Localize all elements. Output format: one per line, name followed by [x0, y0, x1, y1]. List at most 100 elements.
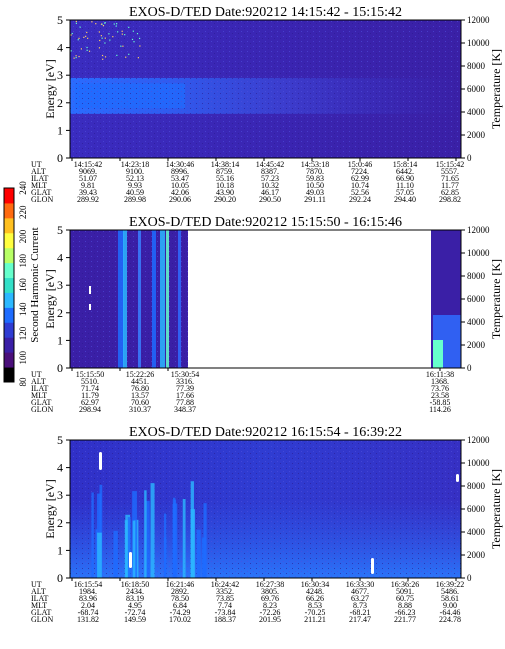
colorbar-segment: [4, 292, 14, 308]
orbit-cell: 6.84: [173, 601, 187, 610]
orbit-cell: 4677.: [351, 587, 369, 596]
colorbar-segment: [4, 337, 14, 353]
orbit-cell: 9.93: [128, 181, 142, 190]
speckle: [87, 37, 89, 39]
orbit-cell: 10.50: [306, 181, 324, 190]
orbit-cell: 290.06: [169, 195, 191, 204]
orbit-row-label: ILAT: [31, 174, 48, 183]
colorbar-segment: [4, 277, 14, 293]
orbit-cell: 5557.: [441, 167, 459, 176]
orbit-cell: 62.97: [81, 398, 99, 407]
y2-tick-label: 4000: [467, 317, 486, 327]
orbit-row-label: MLT: [31, 391, 47, 400]
data-gap-mark: [456, 474, 459, 482]
orbit-cell: 16:11:38: [426, 370, 454, 379]
orbit-cell: -68.21: [350, 608, 371, 617]
orbit-row-label: ILAT: [31, 594, 48, 603]
y2-tick-label: 8000: [467, 61, 486, 71]
orbit-cell: 69.76: [261, 594, 279, 603]
orbit-row-label: ALT: [31, 167, 46, 176]
orbit-cell: 290.50: [259, 195, 281, 204]
orbit-cell: 39.43: [79, 188, 97, 197]
orbit-row-label: UT: [31, 580, 42, 589]
current-stripe: [203, 503, 207, 578]
y-tick-label: 1: [57, 333, 63, 347]
current-stripe: [160, 230, 165, 368]
orbit-cell: 52.13: [126, 174, 144, 183]
colorbar-label: Second Harmonic Current: [29, 227, 41, 342]
orbit-cell: 49.03: [306, 188, 324, 197]
orbit-row-label: ILAT: [31, 384, 48, 393]
speckle: [104, 56, 107, 58]
y2-tick-label: 2000: [467, 130, 486, 140]
y2-tick-label: 10000: [467, 38, 490, 48]
orbit-cell: 9100.: [126, 167, 144, 176]
orbit-cell: 23.58: [431, 391, 449, 400]
colorbar-tick-label: 80: [18, 377, 28, 387]
colorbar-segment: [4, 262, 14, 279]
data-gap-mark: [89, 286, 91, 294]
orbit-cell: -64.46: [440, 608, 461, 617]
colorbar-tick-label: 100: [18, 351, 28, 365]
orbit-cell: 7224.: [351, 167, 369, 176]
orbit-cell: 298.82: [439, 195, 461, 204]
orbit-cell: 9.81: [81, 181, 95, 190]
orbit-cell: -70.25: [305, 608, 326, 617]
orbit-cell: 16:15:54: [74, 580, 102, 589]
orbit-cell: 9.00: [443, 601, 457, 610]
orbit-cell: 5486.: [441, 587, 459, 596]
current-stripe: [150, 483, 155, 578]
y-tick-label: 5: [57, 433, 63, 447]
orbit-cell: 1984.: [79, 587, 97, 596]
orbit-cell: 70.60: [131, 398, 149, 407]
orbit-cell: -58.85: [430, 398, 451, 407]
current-stripe: [113, 530, 118, 578]
speckle: [98, 31, 100, 33]
orbit-row-label: MLT: [31, 181, 47, 190]
speckle: [75, 22, 78, 24]
speckle: [75, 55, 77, 57]
orbit-cell: 16:39:22: [436, 580, 464, 589]
speckle: [86, 49, 88, 51]
orbit-cell: 7870.: [306, 167, 324, 176]
speckle: [117, 31, 119, 33]
speckle: [75, 57, 77, 59]
colorbar-tick-label: 160: [18, 278, 28, 292]
orbit-cell: 53.47: [171, 174, 189, 183]
orbit-cell: 310.37: [129, 405, 151, 414]
orbit-cell: 10.74: [351, 181, 369, 190]
orbit-cell: 15:15:50: [76, 370, 104, 379]
orbit-cell: 2434.: [126, 587, 144, 596]
orbit-cell: 9069.: [79, 167, 97, 176]
y2-tick-label: 4000: [467, 527, 486, 537]
orbit-cell: 2.04: [81, 601, 95, 610]
y-tick-label: 3: [57, 68, 63, 82]
orbit-cell: 114.26: [429, 405, 451, 414]
speckle: [132, 30, 134, 32]
orbit-cell: 298.94: [79, 405, 101, 414]
y2-tick-label: 8000: [467, 481, 486, 491]
spectrogram-panel-2: EXOS-D/TED Date:920212 15:15:50 - 16:15:…: [31, 215, 503, 414]
colorbar-segment: [4, 247, 14, 264]
orbit-cell: -72.74: [125, 608, 146, 617]
orbit-cell: 291.11: [304, 195, 326, 204]
orbit-cell: 10.18: [216, 181, 234, 190]
y-tick-label: 0: [57, 361, 63, 375]
orbit-cell: 292.24: [349, 195, 371, 204]
speckle: [101, 23, 103, 25]
speckle: [108, 33, 110, 35]
current-stripe: [172, 497, 176, 578]
colorbar-segment: [4, 188, 14, 204]
speckle: [128, 53, 130, 55]
orbit-cell: 201.95: [259, 615, 281, 624]
current-stripe: [97, 532, 102, 578]
speckle: [113, 23, 115, 25]
data-gap-mark: [99, 452, 102, 470]
speckle: [121, 30, 123, 32]
panel-title: EXOS-D/TED Date:920212 14:15:42 - 15:15:…: [129, 5, 402, 20]
orbit-cell: 71.74: [81, 384, 99, 393]
orbit-cell: 11.79: [81, 391, 99, 400]
orbit-cell: 1368.: [431, 377, 449, 386]
